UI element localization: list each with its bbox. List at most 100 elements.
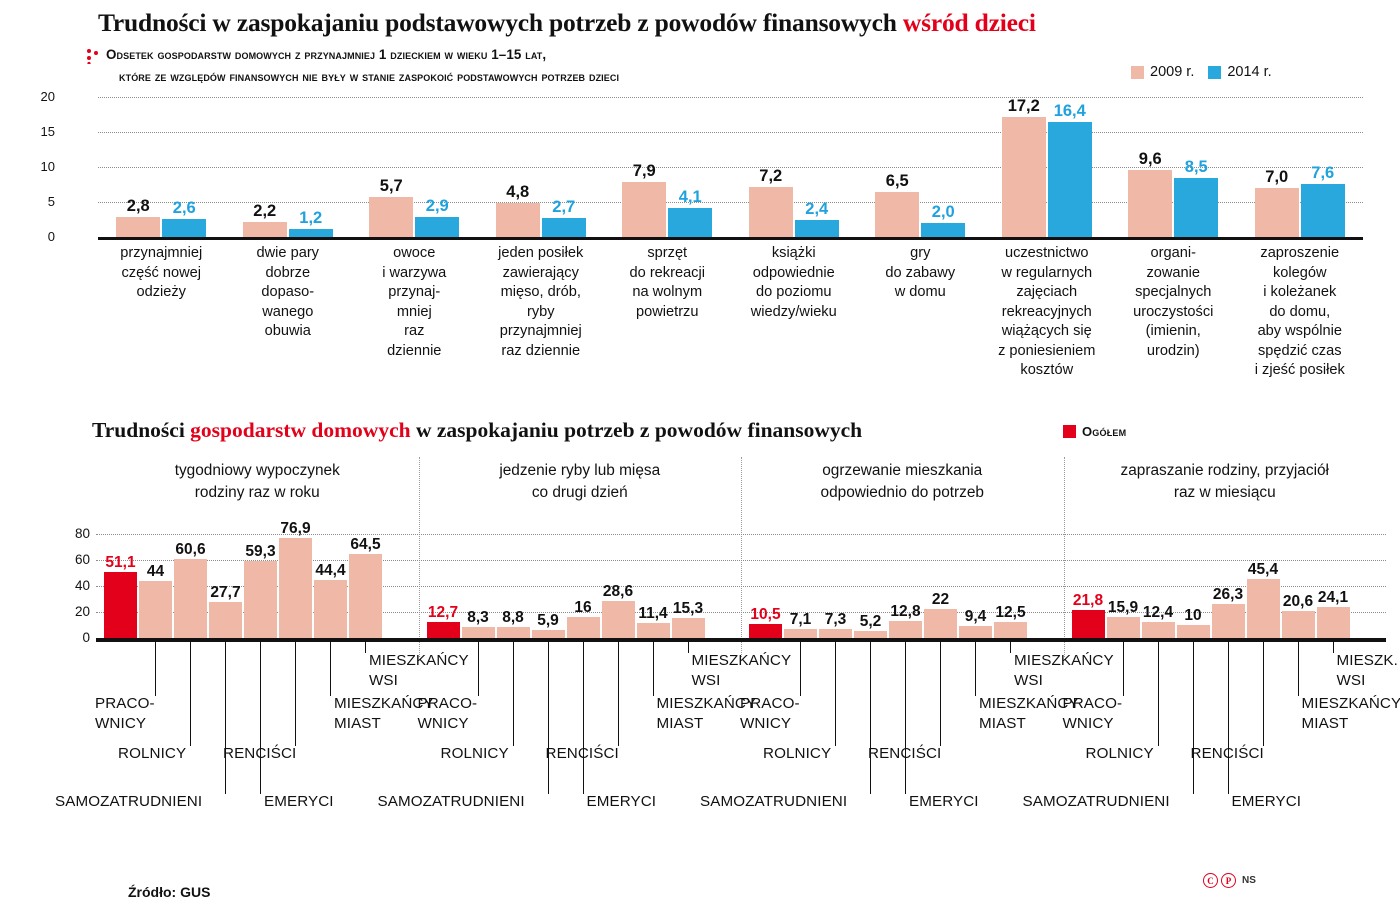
page-title-highlight: wśród dzieci xyxy=(902,8,1036,37)
chart2-leader-label-line: PRACO- xyxy=(417,695,478,712)
chart2-bar-value: 51,1 xyxy=(105,553,136,571)
chart1-bar-value: 4,8 xyxy=(506,183,530,202)
chart2-bar: 9,4 xyxy=(959,608,992,638)
chart1-category-label: przynajmniej część nowej odzieży xyxy=(98,244,225,381)
chart1-category-line: obuwia xyxy=(264,323,311,339)
chart2-leader-line xyxy=(477,641,479,696)
chart1-category-line: dopaso- xyxy=(261,284,315,300)
chart2-y-tick: 80 xyxy=(74,526,90,541)
chart1-category-line: owoce xyxy=(393,245,436,261)
chart2-leader-label-line: MIESZK. xyxy=(1336,652,1398,669)
chart2-leader-label: PRACO- WNICY xyxy=(1063,694,1123,734)
chart2-leader-label: MIESZKAŃCY MIAST xyxy=(657,694,757,734)
chart1-category-line: i warzywa xyxy=(382,264,447,281)
logo-ns-text: NS xyxy=(1242,875,1256,886)
chart2-bar-value: 7,1 xyxy=(789,610,812,628)
chart1-bar: 2,7 xyxy=(541,198,586,237)
chart2-bar: 27,7 xyxy=(209,584,242,638)
chart2-bar-value: 59,3 xyxy=(245,542,276,560)
chart2-group-header-line: raz w miesiącu xyxy=(1173,484,1276,501)
section2-title-part2: w zaspokajaniu potrzeb z powodów finanso… xyxy=(410,418,863,442)
chart1-group: 17,2 16,4 xyxy=(984,97,1111,237)
chart1-bar: 2,4 xyxy=(794,200,839,237)
chart2-bar: 20,6 xyxy=(1281,593,1315,638)
chart2-group: 10,5 7,1 7,3 5,2 12,8 22 9,4 12,5 xyxy=(741,521,1064,638)
chart2-bar-value: 16 xyxy=(574,599,592,617)
chart2-bar: 59,3 xyxy=(244,543,277,638)
chart2-leader-label: PRACO- WNICY xyxy=(95,694,155,734)
copyright-icon: C xyxy=(1203,873,1218,888)
chart2-leader-label-line: WNICY xyxy=(740,715,792,732)
chart2-group-header-line: co drugi dzień xyxy=(531,484,628,501)
chart2-bar: 60,6 xyxy=(174,541,207,638)
chart2-leader-label: ROLNICY xyxy=(1086,744,1154,764)
chart2-leader-label: MIESZKAŃCY WSI xyxy=(692,651,792,691)
chart2-bar: 5,9 xyxy=(531,612,565,638)
chart1-bar: 7,9 xyxy=(622,162,667,237)
chart1-category-line: na wolnym xyxy=(632,284,703,300)
chart1-bar-value: 7,2 xyxy=(759,166,783,185)
chart1-bar: 4,1 xyxy=(668,188,713,237)
chart2-leader-label-line: MIESZKAŃCY xyxy=(1301,695,1400,712)
chart2-bar-value: 26,3 xyxy=(1212,585,1244,603)
chart2-group-header-line: rodziny raz w roku xyxy=(194,484,320,501)
chart1-bar-value: 7,9 xyxy=(632,161,656,180)
page-subtitle-line1: Odsetek gospodarstw domowych z przynajmn… xyxy=(106,47,547,62)
chart1-group: 7,2 2,4 xyxy=(731,97,858,237)
page-subtitle-line2: które ze względów finansowych nie były w… xyxy=(119,69,620,84)
chart1-bar: 16,4 xyxy=(1047,102,1092,237)
chart2-leader-label: MIESZKAŃCY MIAST xyxy=(1302,694,1400,734)
chart2-group-header: zapraszanie rodziny, przyjaciół raz w mie… xyxy=(1063,457,1387,657)
chart1-category-label: organi-zowanie specjalnych uroczystości (im… xyxy=(1110,244,1237,381)
chart1-gridline xyxy=(98,167,1363,168)
chart1-bar-value: 2,2 xyxy=(253,201,277,220)
chart1-bar-value: 17,2 xyxy=(1007,96,1040,115)
chart1-category-line: do domu, xyxy=(1269,303,1331,320)
chart1-category-line: wanego xyxy=(262,303,314,320)
chart2-leader-label: SAMOZATRUDNIENI xyxy=(700,792,847,812)
chart1-category-line: zowanie xyxy=(1146,264,1201,281)
chart2-leader-label-line: WSI xyxy=(1014,672,1043,689)
chart2-leader-label: MIESZKAŃCY MIAST xyxy=(979,694,1079,734)
chart2-group: 51,1 44 60,6 27,7 59,3 76,9 44,4 64,5 xyxy=(96,520,419,638)
chart2-bar-value: 8,8 xyxy=(502,608,524,626)
chart2-bar-value: 5,9 xyxy=(537,612,559,630)
chart2-leader-line xyxy=(1332,641,1334,653)
chart1-category-line: zaproszenie xyxy=(1260,245,1340,261)
chart2-bar: 51,1 xyxy=(104,554,137,638)
bullet-decoration-icon xyxy=(87,49,98,64)
chart2-bar: 10 xyxy=(1176,607,1210,638)
page-subtitle: Odsetek gospodarstw domowych z przynajmn… xyxy=(106,44,1136,88)
chart1-category-line: kosztów xyxy=(1020,362,1074,378)
chart2-group: 12,7 8,3 8,8 5,9 16 28,6 11,4 15,3 xyxy=(419,521,742,638)
chart1-category-line: w regularnych xyxy=(1001,264,1093,281)
chart1-y-tick: 10 xyxy=(40,159,55,174)
chart1-category-line: przynaj- xyxy=(388,284,441,300)
chart1-bar: 1,2 xyxy=(288,209,333,237)
chart1-bar: 2,2 xyxy=(242,202,287,237)
chart2-leader-label: SAMOZATRUDNIENI xyxy=(378,792,525,812)
chart1-group: 9,6 8,5 xyxy=(1110,97,1237,237)
chart2-leader-label: MIESZK. WSI xyxy=(1337,651,1398,691)
chart1-bar-value: 2,7 xyxy=(552,198,576,217)
chart2-bar-value: 12,5 xyxy=(995,603,1026,621)
chart1-category-label: jeden posiłek zawierający mięso, drób, ryby… xyxy=(478,244,605,381)
chart2-group-header-line: odpowiednio do potrzeb xyxy=(820,484,984,501)
chart2-group-header-line: tygodniowy wypoczynek xyxy=(174,462,340,479)
section2-title-part1: Trudności xyxy=(92,418,191,442)
chart2-bar: 26,3 xyxy=(1211,586,1245,638)
chart2-leader-line xyxy=(330,641,331,696)
chart2-bar-value: 76,9 xyxy=(280,520,311,538)
chart1-category-line: jeden posiłek xyxy=(498,245,584,261)
chart2-bar-value: 27,7 xyxy=(210,584,241,601)
chart1-bar-value: 5,7 xyxy=(379,177,403,196)
chart2-bar-value: 7,3 xyxy=(824,610,847,628)
chart2-legend: Ogółem xyxy=(1063,424,1126,439)
chart2-leader-line xyxy=(225,641,226,794)
chart2-leader-line xyxy=(940,641,941,746)
chart1-bar: 7,6 xyxy=(1300,164,1345,237)
chart2-bar: 8,8 xyxy=(496,609,530,638)
chart1-category-line: do rekreacji xyxy=(629,264,705,281)
legend-label-2014: 2014 r. xyxy=(1227,64,1272,80)
chart2-bar-value: 8,3 xyxy=(467,609,489,627)
